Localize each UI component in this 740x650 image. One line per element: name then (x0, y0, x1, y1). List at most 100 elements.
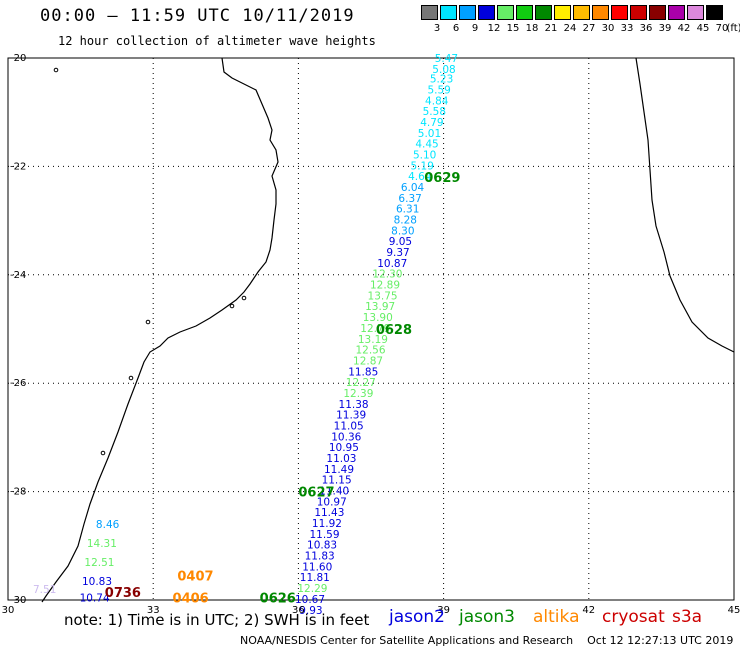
pass-time-label: 0628 (376, 323, 412, 338)
swh-value: 12.30 (372, 269, 402, 281)
satellite-legend-item: s3a (672, 607, 703, 627)
swh-value: 12.51 (84, 557, 114, 569)
pass-time-labels: 0629 0628 0627 0626 0407 0406 0736 (105, 171, 461, 606)
satellite-legend-item: altika (533, 607, 580, 627)
scale-label: 36 (639, 23, 653, 34)
island-speck (241, 295, 247, 301)
scale-label: 30 (601, 23, 615, 34)
swh-value: 12.39 (343, 388, 373, 400)
swh-value: 13.75 (368, 290, 398, 302)
swh-value: 8.46 (96, 519, 120, 531)
lon-label: 42 (582, 605, 595, 616)
swh-value: 12.56 (355, 345, 385, 357)
swh-value: 14.31 (87, 538, 117, 550)
swh-value: 9.05 (389, 236, 412, 248)
swh-value: 10.95 (329, 442, 359, 454)
swh-value: 5.19 (411, 160, 434, 172)
scale-swatch (687, 5, 704, 20)
scale-label: 15 (506, 23, 520, 34)
swh-value: 4.84 (425, 95, 449, 107)
scale-swatch (535, 5, 552, 20)
swh-value: 10.97 (317, 496, 347, 508)
swh-value: 11.05 (334, 420, 364, 432)
swh-value: 11.83 (305, 551, 335, 563)
scale-swatch (630, 5, 647, 20)
swh-value: 13.19 (358, 334, 388, 346)
graticule (7, 57, 735, 601)
swh-value: 10.36 (331, 431, 361, 443)
swh-value: 11.60 (302, 561, 332, 573)
axis-labels: 30 33 36 39 42 45 -20 -22 -24 -26 -28 -30 (2, 53, 740, 616)
map-title: 00:00 – 11:59 UTC 10/11/2019 (40, 6, 355, 26)
swh-value: 11.03 (326, 453, 356, 465)
swh-value: 5.23 (430, 74, 453, 86)
swh-value: 4.64 (408, 171, 432, 183)
madagascar-coastline (635, 57, 735, 353)
scale-label: 27 (582, 23, 596, 34)
scale-label: 12 (487, 23, 501, 34)
africa-coastline (41, 57, 279, 603)
swh-value: 13.90 (363, 312, 393, 324)
island-speck (128, 375, 134, 381)
satellite-legend-item: jason3 (459, 607, 515, 627)
scale-swatch (459, 5, 476, 20)
scale-swatch (516, 5, 533, 20)
scale-swatch (497, 5, 514, 20)
swh-value: 12.29 (297, 583, 327, 595)
swh-value: 11.49 (324, 464, 354, 476)
scale-label: 33 (620, 23, 634, 34)
swh-value: 9.93 (299, 605, 322, 617)
swh-value: 12.89 (370, 280, 400, 292)
credit-footer: NOAA/NESDIS Center for Satellite Applica… (240, 634, 734, 647)
swh-value: 6.37 (398, 193, 421, 205)
swh-value: 4.79 (420, 117, 443, 129)
units-note: note: 1) Time is in UTC; 2) SWH is in fe… (64, 611, 370, 629)
island-speck (229, 303, 235, 309)
swh-value: 12.27 (346, 377, 376, 389)
pass-time-label: 0629 (424, 171, 460, 186)
lat-label: -30 (10, 595, 26, 606)
lat-label: -26 (10, 378, 26, 389)
swh-value: 5.47 (435, 53, 458, 65)
swh-value: 5.01 (418, 128, 441, 140)
island-speck (145, 319, 151, 325)
lon-label: 33 (147, 605, 160, 616)
swh-value: 11.92 (312, 518, 342, 530)
swh-value: 11.59 (309, 529, 339, 541)
swh-value: 6.31 (396, 204, 419, 216)
pass-time-label: 0627 (298, 486, 334, 501)
swh-value: 11.39 (336, 410, 366, 422)
scale-swatch (421, 5, 438, 20)
swh-value: 11.43 (314, 507, 344, 519)
scale-swatch (611, 5, 628, 20)
islands (53, 67, 247, 456)
pass-time-label: 0406 (173, 591, 209, 606)
swh-value: 10.83 (82, 576, 112, 588)
scale-swatch (478, 5, 495, 20)
swh-value: 10.83 (307, 540, 337, 552)
scale-label: 9 (471, 23, 479, 34)
swh-value: 11.40 (319, 486, 349, 498)
scale-label: 6 (452, 23, 460, 34)
swh-value: 5.08 (432, 64, 455, 76)
swh-value: 4.45 (415, 139, 438, 151)
swh-value: 8.28 (394, 215, 417, 227)
lon-label: 30 (2, 605, 15, 616)
scale-swatch (706, 5, 723, 20)
scale-label: 18 (525, 23, 539, 34)
lat-label: -20 (10, 53, 26, 64)
lat-label: -24 (10, 270, 26, 281)
lon-label: 36 (292, 605, 305, 616)
satellite-legend-item: cryosat (602, 607, 665, 627)
scale-unit: (ft) (726, 23, 740, 34)
island-speck (53, 67, 59, 73)
coastline (41, 57, 735, 603)
swh-value: 5.10 (413, 149, 436, 161)
scale-label: 70 (715, 23, 729, 34)
lon-label: 45 (728, 605, 740, 616)
swh-value: 5.59 (427, 84, 450, 96)
scale-swatch (440, 5, 457, 20)
swh-value: 10.87 (377, 258, 407, 270)
scale-label: 21 (544, 23, 558, 34)
